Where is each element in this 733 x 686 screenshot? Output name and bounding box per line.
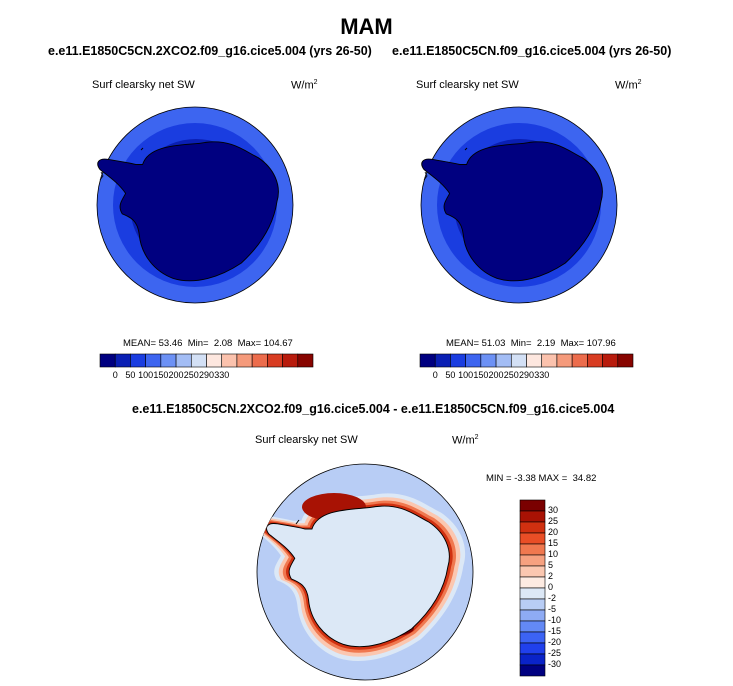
diff-colorbar-tick-label: -10 bbox=[548, 615, 562, 625]
diff-map bbox=[256, 463, 474, 681]
diff-colorbar-swatch bbox=[519, 565, 546, 578]
diff-colorbar-tick-label: -20 bbox=[548, 637, 562, 647]
panel-1-colorbar-swatch bbox=[114, 353, 131, 368]
panel-2-colorbar-swatch bbox=[434, 353, 451, 368]
panel-2-map bbox=[420, 106, 618, 304]
panel-2-colorbar-swatch bbox=[541, 353, 558, 368]
panel-2-colorbar-tick-label: 250 bbox=[503, 370, 519, 380]
diff-colorbar-tick-label: 10 bbox=[548, 549, 559, 559]
panel-2-colorbar-swatch bbox=[450, 353, 466, 368]
panel-2-colorbar-swatch bbox=[419, 353, 436, 368]
diff-colorbar-swatch bbox=[519, 499, 546, 512]
panel-2-colorbar-swatch bbox=[587, 353, 603, 368]
panel-2-colorbar-swatch bbox=[480, 353, 497, 368]
diff-colorbar-tick-label: 15 bbox=[548, 538, 559, 548]
panel-1-colorbar-swatch bbox=[267, 353, 283, 368]
panel-2-colorbar-tick-label: 0 bbox=[432, 370, 438, 380]
main-title: MAM bbox=[340, 14, 393, 39]
panel-2-variable: Surf clearsky net SW bbox=[416, 79, 519, 91]
diff-colorbar-tick-label: 5 bbox=[548, 560, 554, 570]
panel-1-colorbar-tick-label: 290 bbox=[198, 370, 215, 380]
diff-colorbar-tick-label: 30 bbox=[548, 505, 559, 515]
panel-2-units: W/m2 bbox=[615, 79, 642, 92]
panel-1-colorbar-swatch bbox=[236, 353, 253, 368]
diff-colorbar-swatch bbox=[519, 620, 546, 633]
panel-2-colorbar-tick-label: 330 bbox=[534, 370, 550, 380]
panel-2-colorbar-swatch bbox=[510, 353, 527, 368]
panel-2-colorbar-tick-label: 200 bbox=[488, 370, 504, 380]
panel-1-colorbar-tick-label: 50 bbox=[125, 370, 136, 380]
diff-colorbar-tick-label: -15 bbox=[548, 626, 562, 636]
panel-1-units: W/m2 bbox=[291, 79, 318, 92]
diff-colorbar-tick-label: -5 bbox=[548, 604, 557, 614]
panel-2-colorbar-tick-label: 290 bbox=[518, 370, 535, 380]
panel-1-case-title: e.e11.E1850C5CN.2XCO2.f09_g16.cice5.004 … bbox=[48, 44, 372, 58]
panel-2-colorbar-tick-label: 50 bbox=[445, 370, 456, 380]
panel-1-colorbar-tick-label: 0 bbox=[112, 370, 118, 380]
panel-1-colorbar-swatch bbox=[251, 353, 268, 368]
panel-2-colorbar-swatch bbox=[526, 353, 543, 368]
diff-colorbar-swatch bbox=[519, 664, 546, 677]
panel-1-colorbar-swatch bbox=[99, 353, 116, 368]
panel-1-colorbar bbox=[99, 353, 314, 368]
panel-1-colorbar-swatch bbox=[282, 353, 299, 368]
diff-colorbar-swatch bbox=[519, 543, 546, 556]
panel-1-colorbar-tick-label: 330 bbox=[214, 370, 230, 380]
diff-units: W/m2 bbox=[452, 434, 479, 447]
panel-1-colorbar-swatch bbox=[297, 353, 314, 368]
diff-colorbar-swatch bbox=[519, 576, 546, 589]
panel-2-colorbar-swatch bbox=[571, 353, 588, 368]
diff-colorbar-tick-label: 0 bbox=[548, 582, 554, 592]
diff-colorbar-tick-label: -2 bbox=[548, 593, 557, 603]
diff-colorbar-swatch bbox=[519, 642, 546, 655]
panel-1-colorbar-swatch bbox=[160, 353, 177, 368]
diff-colorbar-tick-label: -30 bbox=[548, 659, 562, 669]
panel-2-colorbar-tick-label: 100 bbox=[458, 370, 474, 380]
panel-1-colorbar-swatch bbox=[145, 353, 162, 368]
diff-colorbar-swatch bbox=[519, 510, 546, 523]
diff-colorbar-swatch bbox=[519, 598, 546, 611]
panel-1-colorbar-swatch bbox=[221, 353, 238, 368]
panel-2-colorbar bbox=[419, 353, 634, 368]
diff-colorbar-tick-label: 25 bbox=[548, 516, 559, 526]
diff-colorbar-tick-label: 2 bbox=[548, 571, 554, 581]
diff-colorbar-swatch bbox=[519, 631, 546, 644]
diff-case-title: e.e11.E1850C5CN.2XCO2.f09_g16.cice5.004 … bbox=[132, 402, 615, 416]
panel-1-colorbar-tick-label: 100 bbox=[138, 370, 154, 380]
panel-2-colorbar-swatch bbox=[465, 353, 482, 368]
panel-1-stats: MEAN= 53.46 Min= 2.08 Max= 104.67 bbox=[123, 338, 293, 349]
panel-2-colorbar-swatch bbox=[617, 353, 634, 368]
diff-colorbar-swatch bbox=[519, 521, 546, 534]
panel-1-colorbar-tick-label: 200 bbox=[168, 370, 184, 380]
panel-2-case-title: e.e11.E1850C5CN.f09_g16.cice5.004 (yrs 2… bbox=[392, 44, 672, 58]
diff-stats: MIN = -3.38 MAX = 34.82 bbox=[486, 473, 597, 484]
panel-2-colorbar-swatch bbox=[556, 353, 573, 368]
panel-1-map bbox=[96, 106, 294, 304]
panel-2-colorbar-swatch bbox=[602, 353, 619, 368]
panel-1-colorbar-swatch bbox=[130, 353, 146, 368]
diff-colorbar-swatch bbox=[519, 554, 546, 567]
panel-2-stats: MEAN= 51.03 Min= 2.19 Max= 107.96 bbox=[446, 338, 616, 349]
panel-1-colorbar-swatch bbox=[190, 353, 207, 368]
diff-colorbar bbox=[519, 499, 546, 677]
diff-colorbar-swatch bbox=[519, 532, 546, 545]
panel-1-colorbar-swatch bbox=[175, 353, 192, 368]
diff-colorbar-tick-label: 20 bbox=[548, 527, 559, 537]
panel-1-colorbar-swatch bbox=[206, 353, 223, 368]
diff-colorbar-swatch bbox=[519, 653, 546, 666]
panel-2-colorbar-swatch bbox=[495, 353, 512, 368]
panel-1-colorbar-tick-label: 250 bbox=[183, 370, 199, 380]
panel-1-variable: Surf clearsky net SW bbox=[92, 79, 195, 91]
panel-1-colorbar-tick-label: 150 bbox=[153, 370, 169, 380]
panel-2-colorbar-tick-label: 150 bbox=[473, 370, 489, 380]
diff-colorbar-swatch bbox=[519, 587, 546, 600]
diff-colorbar-swatch bbox=[519, 609, 546, 622]
diff-colorbar-tick-label: -25 bbox=[548, 648, 562, 658]
diff-variable: Surf clearsky net SW bbox=[255, 434, 358, 446]
